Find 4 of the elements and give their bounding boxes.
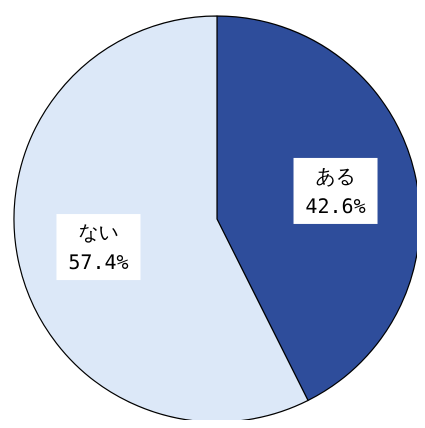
- slice-label: ない: [78, 220, 118, 244]
- data-label: 57.4%: [68, 250, 129, 274]
- data-label: 42.6%: [305, 194, 366, 218]
- slice-label: ある: [316, 164, 356, 188]
